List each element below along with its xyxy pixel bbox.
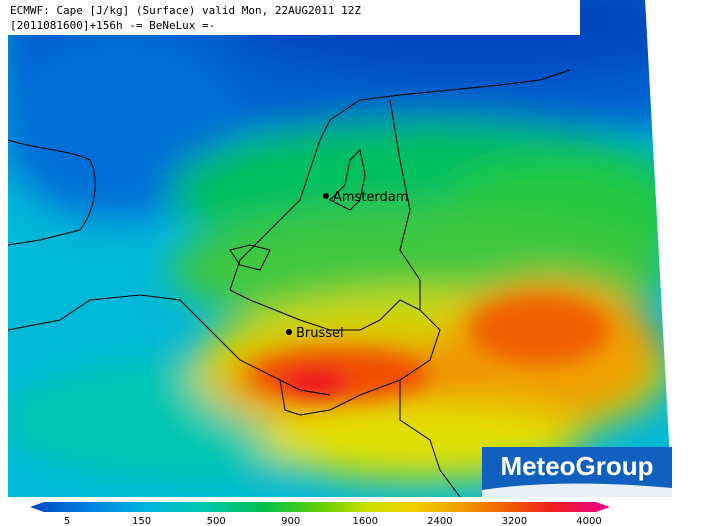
city-markers: Amsterdam Brussel	[286, 190, 408, 341]
colorbar	[30, 502, 610, 512]
colorbar-label: 5	[64, 516, 70, 526]
cape-field	[8, 0, 672, 497]
colorbar-label: 4000	[576, 516, 601, 526]
city-label: Brussel	[296, 326, 344, 341]
logo-text: MeteoGroup	[500, 451, 653, 481]
city-dot	[323, 193, 329, 199]
colorbar-label: 150	[132, 516, 151, 526]
colorbar-label: 3200	[502, 516, 527, 526]
colorbar-bar	[30, 502, 610, 512]
colorbar-labels: 5 150 500 900 1600 2400 3200 4000	[64, 516, 602, 526]
colorbar-label: 2400	[427, 516, 452, 526]
city-dot	[286, 329, 292, 335]
borders	[7, 69, 571, 498]
header-box	[8, 0, 580, 35]
colorbar-label: 500	[207, 516, 226, 526]
colorbar-label: 900	[281, 516, 300, 526]
city-label: Amsterdam	[333, 190, 408, 205]
colorbar-label: 1600	[353, 516, 378, 526]
logo: MeteoGroup	[482, 447, 672, 497]
header-title: ECMWF: Cape [J/kg] (Surface) valid Mon, …	[10, 4, 361, 17]
header-subtitle: [2011081600]+156h -= BeNeLux =-	[10, 19, 215, 32]
